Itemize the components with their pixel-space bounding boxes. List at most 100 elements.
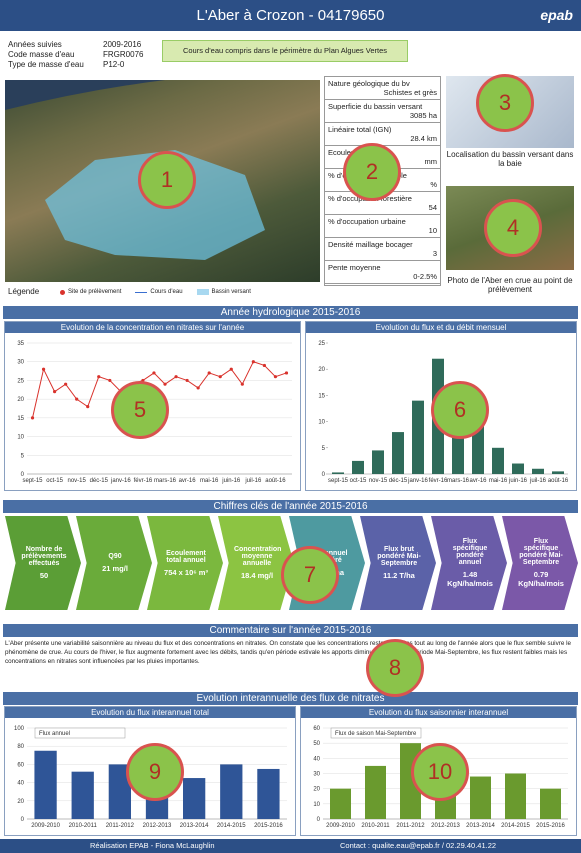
point xyxy=(241,383,244,386)
y-tick-label: 5 xyxy=(21,453,25,459)
bar xyxy=(552,471,564,474)
chart-title: Evolution du flux saisonnier interannuel xyxy=(301,707,576,718)
key-value: 0.79 KgN/ha/mois xyxy=(518,570,564,588)
chart-title: Evolution de la concentration en nitrate… xyxy=(5,322,300,333)
y-tick-label: 0 xyxy=(322,472,326,478)
y-tick-label: 10 xyxy=(17,435,24,441)
point xyxy=(197,386,200,389)
key-figure: Flux spécifique pondéré Mai-Septembre 0.7… xyxy=(502,516,578,610)
property-label: Linéaire total (IGN) xyxy=(328,125,437,134)
x-tick-label: janv-16 xyxy=(407,478,428,484)
info-label: Code masse d'eau xyxy=(8,50,103,60)
bar xyxy=(372,450,384,474)
footer-credit: Réalisation EPAB - Fiona McLaughlin xyxy=(90,839,215,853)
property-row: Linéaire total (IGN)28.4 km xyxy=(325,123,440,146)
bar xyxy=(330,789,351,819)
x-tick-label: févr-16 xyxy=(429,478,448,484)
x-tick-label: déc-15 xyxy=(90,478,109,484)
y-tick-label: 40 xyxy=(17,781,24,787)
property-value: 3 xyxy=(328,249,437,258)
y-tick-label: 50 xyxy=(313,741,320,747)
key-label: Flux spécifique pondéré Mai-Septembre xyxy=(518,538,564,566)
bar xyxy=(352,461,364,474)
key-figure: Flux brut pondéré Mai-Septembre11.2 T/ha xyxy=(360,516,436,610)
x-tick-label: juin-16 xyxy=(508,478,528,484)
key-figure: Nombre de prélèvements effectués50 xyxy=(5,516,81,610)
y-tick-label: 10 xyxy=(318,420,325,426)
legend-label: Cours d'eau xyxy=(150,289,182,295)
footer-contact: Contact : qualite.eau@epab.fr / 02.29.40… xyxy=(340,839,496,853)
bar xyxy=(72,772,94,819)
property-label: % d'occupation urbaine xyxy=(328,217,437,226)
legend-label: Flux de saison Mai-Septembre xyxy=(335,731,417,737)
x-tick-label: 2015-2016 xyxy=(254,823,283,829)
x-tick-label: avr-16 xyxy=(469,478,487,484)
y-tick-label: 60 xyxy=(313,726,320,732)
y-tick-label: 15 xyxy=(318,393,325,399)
key-label: Concentration moyenne annuelle xyxy=(234,546,280,567)
property-label: Nature géologique du bv xyxy=(328,79,437,88)
x-tick-label: mai-16 xyxy=(200,478,219,484)
x-tick-label: août-16 xyxy=(265,478,286,484)
footer: Réalisation EPAB - Fiona McLaughlin Cont… xyxy=(0,839,581,853)
marker: 3 xyxy=(476,74,534,132)
y-tick-label: 5 xyxy=(322,446,326,452)
section-bar: Commentaire sur l'année 2015-2016 xyxy=(3,624,578,637)
bar xyxy=(532,469,544,474)
section-bar: Année hydrologique 2015-2016 xyxy=(3,306,578,319)
point xyxy=(219,375,222,378)
legend-label: Site de prélèvement xyxy=(68,289,121,295)
x-tick-label: 2011-2012 xyxy=(106,823,135,829)
point xyxy=(64,383,67,386)
x-tick-label: mars-16 xyxy=(447,478,470,484)
y-tick-label: 80 xyxy=(17,744,24,750)
legend-item: Cours d'eau xyxy=(135,289,182,295)
x-tick-label: 2014-2015 xyxy=(217,823,246,829)
photo-caption: Photo de l'Aber en crue au point de prél… xyxy=(446,276,574,294)
marker: 10 xyxy=(411,743,469,801)
point xyxy=(86,405,89,408)
x-tick-label: sept-15 xyxy=(328,478,349,484)
page: L'Aber à Crozon - 04179650 epab Années s… xyxy=(0,0,581,853)
bar xyxy=(34,751,56,819)
info-value: 2009-2016 xyxy=(103,40,141,50)
info-label: Type de masse d'eau xyxy=(8,60,103,70)
y-tick-label: 30 xyxy=(17,360,24,366)
x-tick-label: oct-15 xyxy=(46,478,63,484)
legend-label: Bassin versant xyxy=(212,289,251,295)
y-tick-label: 0 xyxy=(21,817,25,823)
info-label: Années suivies xyxy=(8,40,103,50)
x-tick-label: 2013-2014 xyxy=(466,823,495,829)
y-tick-label: 0 xyxy=(317,817,321,823)
x-tick-label: 2012-2013 xyxy=(431,823,460,829)
x-tick-label: mai-16 xyxy=(489,478,508,484)
legend-item: Site de prélèvement xyxy=(60,289,121,295)
point xyxy=(230,368,233,371)
legend: Site de prélèvement Cours d'eau Bassin ver… xyxy=(60,289,251,295)
x-tick-label: févr-16 xyxy=(134,478,153,484)
x-tick-label: avr-16 xyxy=(179,478,197,484)
comment-text: L'Aber présente une variabilité saisonni… xyxy=(5,639,576,691)
marker: 8 xyxy=(366,639,424,697)
legend-item: Bassin versant xyxy=(197,289,251,295)
legend-swatch xyxy=(135,292,147,293)
point xyxy=(97,375,100,378)
marker: 9 xyxy=(126,743,184,801)
y-tick-label: 10 xyxy=(313,802,320,808)
section-bar: Evolution interannuelle des flux de nitr… xyxy=(3,692,578,705)
property-value: 10 xyxy=(328,226,437,235)
y-tick-label: 15 xyxy=(17,416,24,422)
y-tick-label: 20 xyxy=(313,787,320,793)
point xyxy=(42,368,45,371)
x-tick-label: 2015-2016 xyxy=(536,823,565,829)
property-label: Densité maillage bocager xyxy=(328,240,437,249)
x-tick-label: août-16 xyxy=(548,478,569,484)
point xyxy=(186,379,189,382)
point xyxy=(208,371,211,374)
